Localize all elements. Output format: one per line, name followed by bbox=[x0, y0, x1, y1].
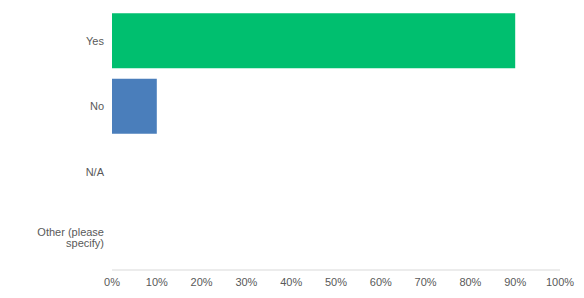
svg-text:N/A: N/A bbox=[86, 166, 105, 178]
svg-text:Yes: Yes bbox=[86, 35, 104, 47]
svg-text:60%: 60% bbox=[370, 276, 392, 288]
svg-text:No: No bbox=[90, 100, 104, 112]
svg-text:Other (pleasespecify): Other (pleasespecify) bbox=[37, 226, 104, 249]
svg-text:90%: 90% bbox=[504, 276, 526, 288]
svg-text:10%: 10% bbox=[146, 276, 168, 288]
svg-text:30%: 30% bbox=[235, 276, 257, 288]
svg-text:80%: 80% bbox=[459, 276, 481, 288]
svg-text:20%: 20% bbox=[191, 276, 213, 288]
svg-text:0%: 0% bbox=[104, 276, 120, 288]
svg-text:70%: 70% bbox=[415, 276, 437, 288]
svg-text:100%: 100% bbox=[546, 276, 574, 288]
svg-text:50%: 50% bbox=[325, 276, 347, 288]
svg-text:40%: 40% bbox=[280, 276, 302, 288]
